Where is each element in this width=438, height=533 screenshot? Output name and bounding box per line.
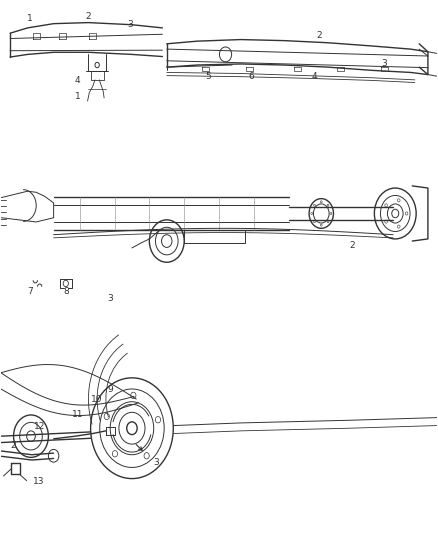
Text: 2: 2 [11,441,16,450]
Text: 2: 2 [316,31,322,40]
Text: 8: 8 [63,287,69,296]
Text: 2: 2 [349,241,354,250]
Text: 7: 7 [27,287,32,296]
Text: 1: 1 [74,92,81,101]
Text: 13: 13 [33,477,44,486]
Text: 4: 4 [312,72,318,81]
Text: 3: 3 [127,20,133,29]
Text: 9: 9 [107,385,113,394]
Text: 1: 1 [27,14,32,23]
Text: 10: 10 [91,394,102,403]
Text: 3: 3 [153,458,159,467]
Text: 3: 3 [381,59,387,68]
Text: 4: 4 [75,76,80,85]
Text: 6: 6 [249,72,254,81]
Text: 3: 3 [107,294,113,303]
Text: 2: 2 [85,12,91,21]
Text: 11: 11 [72,410,83,419]
Text: 5: 5 [205,72,211,81]
Text: 12: 12 [34,422,46,431]
